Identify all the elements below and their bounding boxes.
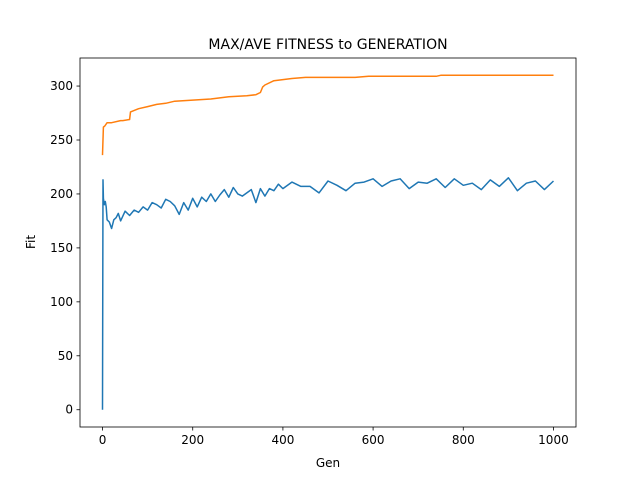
- y-tick-label: 100: [50, 295, 73, 309]
- series-line-1: [101, 177, 555, 410]
- x-tick-label: 0: [99, 433, 107, 447]
- x-axis-label: Gen: [316, 456, 340, 470]
- axes-frame: [79, 57, 577, 428]
- y-tick-label: 250: [50, 133, 73, 147]
- y-tick-label: 200: [50, 187, 73, 201]
- y-tick-label: 0: [65, 403, 73, 417]
- y-tick-label: 300: [50, 79, 73, 93]
- y-tick-label: 150: [50, 241, 73, 255]
- y-tick-label: 50: [58, 349, 73, 363]
- x-tick-label: 800: [452, 433, 475, 447]
- y-axis-label: Fit: [24, 235, 38, 249]
- series-line-2: [101, 74, 554, 156]
- x-tick-label: 600: [362, 433, 385, 447]
- x-tick-label: 400: [271, 433, 294, 447]
- x-tick-label: 200: [181, 433, 204, 447]
- plot-area: 0 200 400 600 800 1000 0 50 100 150 200 250 300: [50, 57, 577, 447]
- x-tick-label: 1000: [538, 433, 569, 447]
- chart-title: MAX/AVE FITNESS to GENERATION: [208, 37, 447, 53]
